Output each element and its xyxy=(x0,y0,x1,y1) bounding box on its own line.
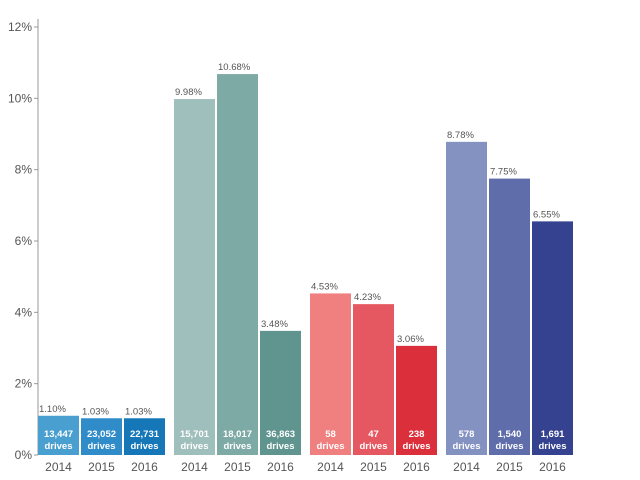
y-tick-label: 12% xyxy=(8,20,32,34)
x-tick-label: 2015 xyxy=(88,460,115,474)
y-tick-label: 6% xyxy=(15,234,33,248)
bar-drive-unit: drives xyxy=(267,441,295,452)
y-tick-label: 4% xyxy=(15,305,33,319)
bar-drive-count: 22,731 xyxy=(130,429,160,440)
x-tick-label: 2014 xyxy=(181,460,208,474)
y-tick-label: 10% xyxy=(8,91,32,105)
bar-drive-count: 47 xyxy=(368,429,379,440)
bar-drive-unit: drives xyxy=(317,441,345,452)
bar-drive-unit: drives xyxy=(224,441,252,452)
bar-group-1: 1.10%13,447drives1.03%23,052drives1.03%2… xyxy=(38,404,165,455)
bar-percent-label: 3.06% xyxy=(397,334,424,345)
bar-percent-label: 4.23% xyxy=(354,292,381,303)
x-tick-label: 2014 xyxy=(45,460,72,474)
bar-drive-unit: drives xyxy=(88,441,116,452)
y-tick-label: 2% xyxy=(15,377,33,391)
bar-percent-label: 1.03% xyxy=(82,406,109,417)
x-tick-label: 2016 xyxy=(267,460,294,474)
bar-percent-label: 10.68% xyxy=(218,62,251,73)
bar-drive-count: 1,691 xyxy=(541,429,565,440)
bar-percent-label: 6.55% xyxy=(533,209,560,220)
bar xyxy=(38,415,79,455)
bar xyxy=(532,221,573,455)
bar-percent-label: 7.75% xyxy=(490,167,517,178)
bar-percent-label: 8.78% xyxy=(447,130,474,141)
bar-drive-unit: drives xyxy=(181,441,209,452)
x-tick-label: 2015 xyxy=(224,460,251,474)
x-tick-label: 2016 xyxy=(403,460,430,474)
bar xyxy=(124,418,165,455)
x-tick-label: 2015 xyxy=(496,460,523,474)
bar-drive-count: 58 xyxy=(325,429,336,440)
x-tick-label: 2016 xyxy=(131,460,158,474)
bar-drive-count: 238 xyxy=(409,429,425,440)
x-tick-label: 2015 xyxy=(360,460,387,474)
bar-percent-label: 1.03% xyxy=(125,406,152,417)
bar-percent-label: 3.48% xyxy=(261,319,288,330)
bar-drive-count: 18,017 xyxy=(223,429,252,440)
bar-drive-unit: drives xyxy=(360,441,388,452)
bar-percent-label: 1.10% xyxy=(39,404,66,415)
bar xyxy=(260,330,301,455)
bar-group-2: 9.98%15,701drives10.68%18,017drives3.48%… xyxy=(174,62,301,456)
bar-drive-count: 36,863 xyxy=(266,429,295,440)
bar-drive-unit: drives xyxy=(45,441,73,452)
bar-percent-label: 9.98% xyxy=(175,87,202,98)
bar-drive-count: 1,540 xyxy=(498,429,522,440)
bar-drive-count: 578 xyxy=(459,429,475,440)
bar-drive-unit: drives xyxy=(453,441,481,452)
x-tick-label: 2014 xyxy=(317,460,344,474)
x-tick-label: 2016 xyxy=(539,460,566,474)
bar-drive-count: 13,447 xyxy=(44,429,73,440)
bar-percent-label: 4.53% xyxy=(311,281,338,292)
x-tick-label: 2014 xyxy=(453,460,480,474)
bar-groups: 1.10%13,447drives1.03%23,052drives1.03%2… xyxy=(38,62,573,456)
bar xyxy=(489,178,530,456)
bar xyxy=(81,418,122,455)
x-axis: 2014 2015 2016 2014 2015 2016 2014 2015 2016 2014… xyxy=(45,460,566,474)
bar-drive-unit: drives xyxy=(496,441,524,452)
bar-drive-unit: drives xyxy=(131,441,159,452)
bar-drive-unit: drives xyxy=(539,441,567,452)
bar-drive-unit: drives xyxy=(403,441,431,452)
bar xyxy=(353,304,394,455)
bar-group-4: 8.78%578drives7.75%1,540drives6.55%1,691… xyxy=(446,130,573,456)
y-tick-label: 0% xyxy=(15,448,33,462)
bar-drive-count: 23,052 xyxy=(87,429,116,440)
bar-drive-count: 15,701 xyxy=(180,429,210,440)
bar xyxy=(217,74,258,455)
y-tick-label: 8% xyxy=(15,163,33,177)
bar xyxy=(446,141,487,455)
bar xyxy=(310,293,351,455)
bar xyxy=(396,345,437,455)
bar xyxy=(174,99,215,456)
y-axis: 0% 2% 4% 6% 8% 10% 12% xyxy=(8,19,39,462)
